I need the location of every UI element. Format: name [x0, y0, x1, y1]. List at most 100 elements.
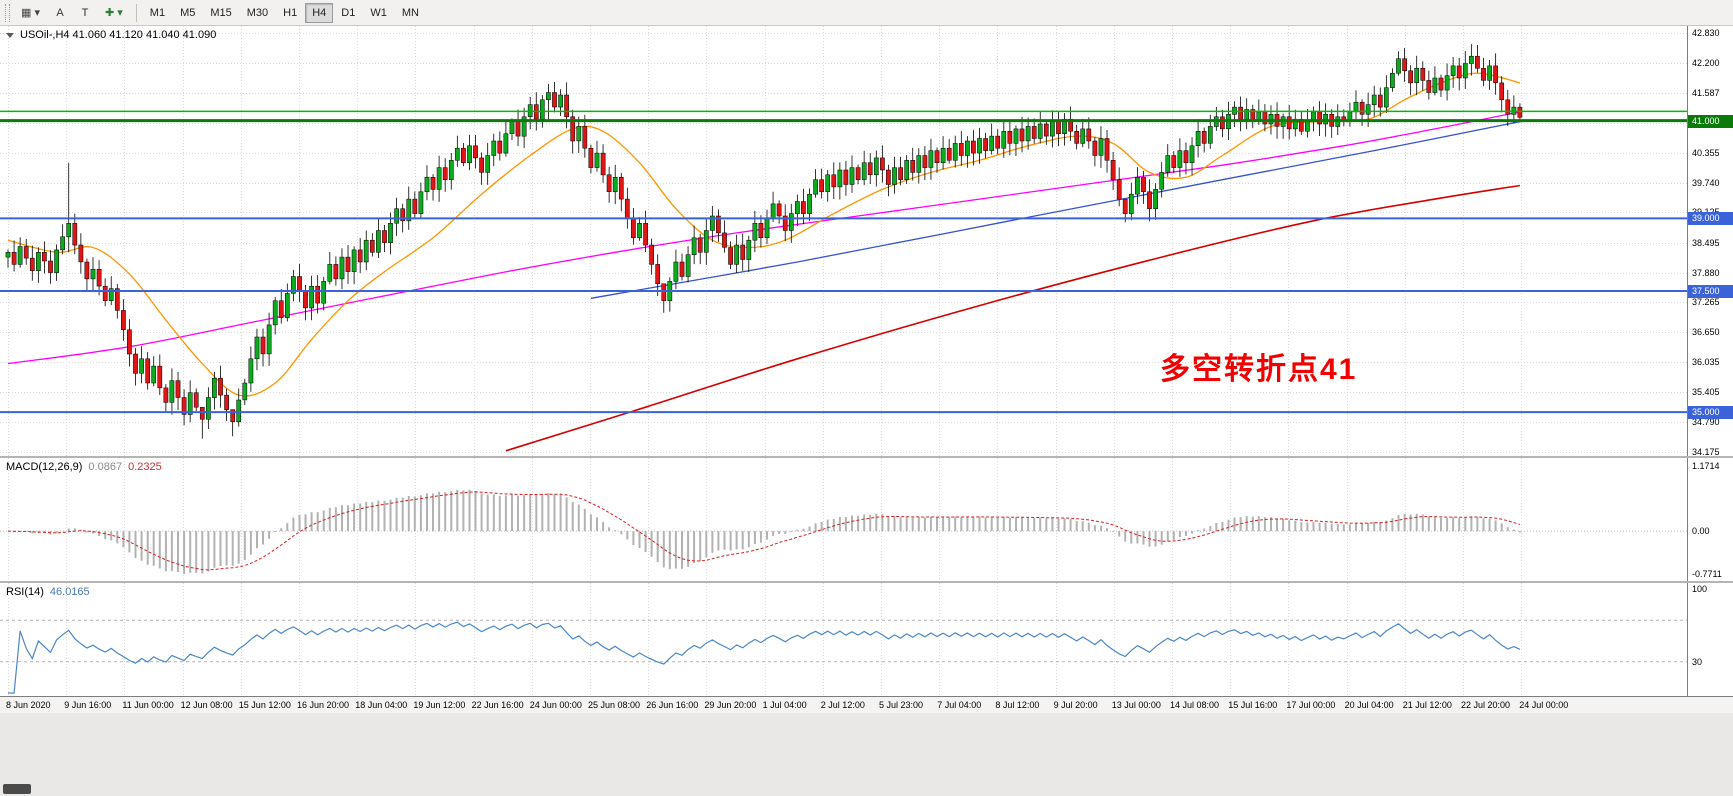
panel-separator[interactable] — [0, 581, 1733, 583]
bottom-strip — [0, 713, 1733, 796]
candle-body — [722, 232, 727, 248]
time-tick-label: 29 Jun 20:00 — [704, 700, 757, 710]
candle-body — [218, 377, 223, 396]
candle-body — [606, 174, 612, 192]
time-tick-label: 13 Jul 00:00 — [1111, 700, 1161, 710]
timeframe-button-m15[interactable]: M15 — [210, 6, 232, 19]
candle-body — [819, 179, 824, 193]
candle-body — [813, 179, 818, 195]
candle-body — [764, 218, 770, 239]
candle-body — [272, 300, 278, 326]
candle-body — [1317, 111, 1322, 125]
candle-body — [1147, 191, 1152, 209]
timeframe-button-mn[interactable]: MN — [401, 6, 419, 19]
main-chart-canvas[interactable] — [0, 26, 1687, 456]
candle-body — [157, 365, 163, 389]
candle-body — [260, 336, 266, 355]
candle-body — [430, 177, 436, 190]
candle-body — [649, 244, 654, 265]
candle-body — [740, 244, 746, 260]
candle-body — [612, 177, 618, 193]
candle-body — [643, 223, 648, 246]
candle-body — [406, 198, 412, 222]
candle-body — [576, 126, 582, 142]
text-tool-button[interactable]: A — [56, 6, 64, 19]
panel-separator[interactable] — [0, 456, 1733, 458]
rsi-scale[interactable]: 100 30 — [1687, 583, 1733, 696]
candle-body — [187, 392, 193, 415]
symbol-dropdown-icon[interactable] — [6, 32, 14, 38]
candle-body — [1353, 101, 1359, 113]
candle-body — [48, 260, 53, 273]
toolbar: ▦ ▾ A T ✚ ▾ M1 M5 M15 M30 H1 H4 D1 W1 MN — [0, 0, 1733, 26]
candle-body — [90, 268, 96, 280]
candle-body — [1074, 131, 1080, 144]
label-tool-button[interactable]: T — [81, 6, 89, 19]
time-tick-label: 19 Jun 12:00 — [413, 700, 466, 710]
price-tick-label: 42.830 — [1692, 28, 1720, 38]
time-axis[interactable]: 8 Jun 2020 9 Jun 16:00 11 Jun 00:00 12 Jun … — [0, 696, 1733, 713]
time-tick-label: 18 Jun 04:00 — [355, 700, 408, 710]
candle-body — [1195, 131, 1201, 147]
candle-body — [1183, 150, 1189, 163]
candle-body — [570, 116, 576, 142]
timeframe-button-w1[interactable]: W1 — [370, 6, 387, 19]
candle-body — [1098, 138, 1104, 156]
candle-body — [163, 387, 169, 403]
candle-body — [1135, 177, 1140, 195]
candle-body — [655, 264, 661, 285]
candle-body — [837, 169, 843, 188]
timeframe-button-h1[interactable]: H1 — [283, 6, 298, 19]
candle-body — [1207, 126, 1213, 144]
candle-body — [1305, 121, 1310, 132]
candle-body — [96, 268, 102, 287]
candle-body — [278, 300, 284, 318]
timeframe-button-m30[interactable]: M30 — [246, 6, 269, 19]
time-tick-label: 8 Jun 2020 — [6, 700, 51, 710]
price-tick-label: 38.495 — [1692, 237, 1720, 248]
candle-body — [1390, 72, 1395, 88]
rsi-header: RSI(14) 46.0165 — [6, 586, 90, 598]
timeframe-button-d1[interactable]: D1 — [341, 6, 356, 19]
candle-body — [618, 177, 624, 200]
candle-body — [400, 208, 406, 222]
macd-scale[interactable]: 1.1714 0.00 -0.7711 — [1687, 458, 1733, 581]
candle-body — [1122, 198, 1128, 214]
candle-body — [127, 329, 132, 355]
macd-canvas[interactable] — [0, 458, 1687, 581]
rsi-panel[interactable]: RSI(14) 46.0165 100 30 — [0, 583, 1733, 696]
toolbar-separator — [135, 3, 137, 22]
macd-panel[interactable]: MACD(12,26,9) 0.0867 0.2325 1.1714 0.00 -0… — [0, 458, 1733, 581]
time-tick-label: 12 Jun 08:00 — [180, 700, 233, 710]
timeframe-button-h4[interactable]: H4 — [305, 2, 334, 23]
candle-body — [546, 92, 551, 101]
minimized-window-tab[interactable] — [3, 784, 31, 794]
chart-type-dropdown-button[interactable]: ▦ ▾ — [21, 7, 40, 19]
candle-body — [1383, 87, 1389, 108]
main-chart-panel[interactable]: USOil-,H4 41.060 41.120 41.040 41.090 多空… — [0, 26, 1733, 456]
candle-body — [558, 94, 563, 108]
candle-body — [873, 157, 879, 176]
time-tick-label: 7 Jul 04:00 — [937, 700, 982, 710]
candle-body — [114, 288, 120, 311]
candle-body — [892, 167, 897, 185]
candle-body — [1238, 106, 1243, 120]
toolbar-drag-handle[interactable] — [5, 3, 10, 22]
candle-body — [418, 191, 424, 214]
price-scale[interactable]: 42.83042.20041.58740.97040.35539.74039.1… — [1687, 26, 1733, 456]
candle-body — [922, 155, 928, 168]
candle-body — [242, 382, 248, 401]
candle-body — [521, 116, 527, 137]
candle-body — [952, 143, 958, 161]
crosshair-dropdown-button[interactable]: ✚ ▾ — [104, 7, 123, 19]
candle-body — [898, 167, 903, 180]
candle-body — [291, 276, 296, 294]
candle-body — [782, 215, 788, 231]
candle-body — [1462, 63, 1468, 79]
rsi-canvas[interactable] — [0, 583, 1687, 696]
candle-body — [491, 140, 497, 156]
candle-body — [867, 162, 873, 176]
timeframe-button-m5[interactable]: M5 — [180, 6, 196, 19]
timeframe-button-m1[interactable]: M1 — [149, 6, 166, 19]
candle-body — [479, 157, 484, 173]
